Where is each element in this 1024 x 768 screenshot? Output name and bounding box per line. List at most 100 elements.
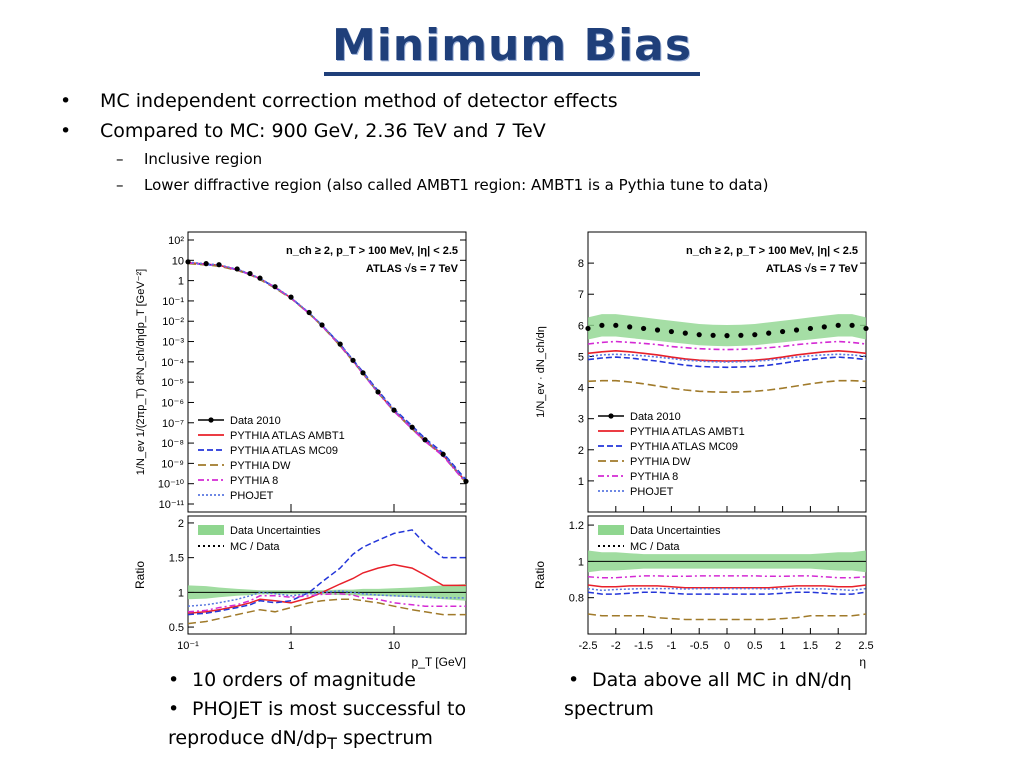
- ratio-series-ambt1: [187, 563, 466, 614]
- data-point: [668, 328, 674, 335]
- sub-bullet-item: Lower diffractive region (also called AM…: [60, 172, 1000, 198]
- bullet-item: Compared to MC: 900 GeV, 2.36 TeV and 7 …: [60, 116, 1000, 146]
- data-point: [319, 322, 325, 328]
- y-tick-label: 4: [578, 383, 584, 395]
- main-frame: [187, 231, 467, 513]
- plot-subheader: ATLAS √s = 7 TeV: [366, 263, 459, 275]
- bullet-item: MC independent correction method of dete…: [60, 86, 1000, 116]
- data-point: [696, 332, 702, 338]
- x-tick-label: 1.5: [803, 640, 818, 652]
- data-point: [793, 327, 800, 333]
- y-tick-label: 5: [578, 351, 584, 363]
- data-point: [288, 294, 294, 300]
- eta-distribution-plot: 1 2 3 4 5 6 7 8 -2.5 -2 -1.5 -1 -0.5 0 0.5 1 1.5 2 2.5 0.8 1…: [530, 222, 875, 672]
- sub-bullet-item: Inclusive region: [60, 146, 1000, 172]
- ratio-series-pythia8: [587, 575, 867, 579]
- ratio-axis-label: Ratio: [533, 561, 547, 589]
- legend-label: PYTHIA ATLAS AMBT1: [630, 426, 745, 438]
- legend-label: PYTHIA ATLAS MC09: [230, 445, 338, 457]
- x-tick-label: 0: [724, 640, 730, 652]
- x-tick-label: 1: [780, 640, 786, 652]
- right-caption: Data above all MC in dN/dη spectrum: [560, 666, 940, 724]
- ratio-series-mc09: [587, 591, 867, 595]
- data-point: [337, 341, 343, 347]
- caption-item: Data above all MC in dN/dη: [560, 666, 940, 695]
- caption-continuation: spectrum: [564, 698, 654, 720]
- data-point: [216, 262, 222, 268]
- y-tick-label: 10⁻¹¹: [159, 499, 185, 511]
- ratio-axis-label: Ratio: [133, 561, 147, 589]
- ratio-tick-label: 1: [178, 587, 184, 599]
- y-tick-label: 10⁻⁶: [161, 397, 184, 409]
- x-tick-label: -2.5: [579, 640, 598, 652]
- left-caption: 10 orders of magnitude PHOJET is most su…: [160, 666, 520, 758]
- series-phojet: [587, 353, 867, 363]
- caption-continuation: reproduce dN/dpT spectrum: [168, 727, 433, 753]
- data-point: [599, 322, 605, 328]
- slide-title: Minimum Bias: [0, 20, 1024, 76]
- ratio-tick-label: 1.2: [569, 520, 584, 532]
- ratio-series-dw: [187, 598, 466, 625]
- y-tick-label: 10⁻¹⁰: [158, 479, 185, 491]
- plot-header: n_ch ≥ 2, p_T > 100 MeV, |η| < 2.5: [286, 245, 458, 257]
- y-tick-label: 10: [172, 255, 184, 267]
- ratio-frame: [187, 515, 467, 635]
- y-tick-label: 1: [578, 476, 584, 488]
- ratio-series-mc09: [187, 529, 466, 616]
- data-point: [257, 275, 263, 281]
- x-tick-label: -0.5: [690, 640, 709, 652]
- ratio-legend-label: MC / Data: [630, 541, 680, 553]
- legend-label: PYTHIA ATLAS MC09: [630, 441, 738, 453]
- x-tick-label: 10⁻¹: [177, 640, 199, 652]
- x-tick-label: 1: [288, 640, 294, 652]
- y-tick-label: 10⁻⁷: [162, 418, 184, 430]
- data-point: [375, 389, 381, 395]
- data-point: [272, 284, 278, 290]
- y-tick-label: 10⁻²: [162, 316, 184, 328]
- y-axis-label: 1/N_ev 1/(2πp_T) d²N_ch/dηdp_T [GeV⁻²]: [135, 269, 147, 475]
- legend-label: PYTHIA 8: [230, 475, 278, 487]
- y-tick-label: 6: [578, 320, 584, 332]
- ratio-series-phojet: [187, 590, 466, 607]
- series-pythia8: [587, 340, 867, 351]
- ratio-tick-label: 2: [178, 518, 184, 530]
- ratio-tick-label: 1.5: [169, 553, 184, 565]
- y-tick-label: 10⁻⁴: [161, 357, 184, 369]
- ratio-tick-label: 0.5: [169, 622, 184, 634]
- data-point: [463, 478, 469, 484]
- ratio-legend-band: [198, 525, 224, 535]
- data-point: [440, 451, 446, 457]
- data-point: [409, 424, 415, 430]
- series-ambt1: [587, 349, 867, 362]
- plot-header: n_ch ≥ 2, p_T > 100 MeV, |η| < 2.5: [686, 245, 858, 257]
- data-point: [306, 309, 312, 316]
- plot-subheader: ATLAS √s = 7 TeV: [766, 263, 859, 275]
- caption-item: 10 orders of magnitude: [160, 666, 520, 695]
- legend-marker: [608, 413, 614, 419]
- x-tick-label: 2: [835, 640, 841, 652]
- bullet-list: MC independent correction method of dete…: [60, 86, 1000, 198]
- data-point: [682, 330, 688, 336]
- data-point: [821, 324, 827, 330]
- y-axis-label: 1/N_ev · dN_ch/dη: [535, 326, 547, 418]
- legend-label: PHOJET: [630, 486, 674, 498]
- data-point: [766, 330, 772, 336]
- data-point: [247, 270, 253, 277]
- ratio-tick-label: 0.8: [569, 593, 584, 605]
- data-point: [724, 333, 730, 339]
- legend-label: PYTHIA DW: [630, 456, 691, 468]
- y-tick-label: 10²: [168, 235, 184, 247]
- ratio-tick-label: 1: [578, 556, 584, 568]
- y-tick-label: 1: [178, 276, 184, 288]
- series-mc09: [587, 356, 867, 369]
- data-point: [627, 324, 633, 330]
- legend-label: PYTHIA ATLAS AMBT1: [230, 430, 345, 442]
- ratio-series-dw: [587, 613, 867, 621]
- eta-distribution-svg: 1 2 3 4 5 6 7 8 -2.5 -2 -1.5 -1 -0.5 0 0.5 1 1.5 2 2.5 0.8 1…: [533, 231, 874, 669]
- data-point: [710, 332, 716, 338]
- y-tick-label: 10⁻³: [162, 337, 184, 349]
- data-point: [752, 332, 758, 338]
- ratio-legend-band: [598, 525, 624, 535]
- data-point: [654, 327, 661, 333]
- ratio-legend-label: Data Uncertainties: [630, 525, 721, 537]
